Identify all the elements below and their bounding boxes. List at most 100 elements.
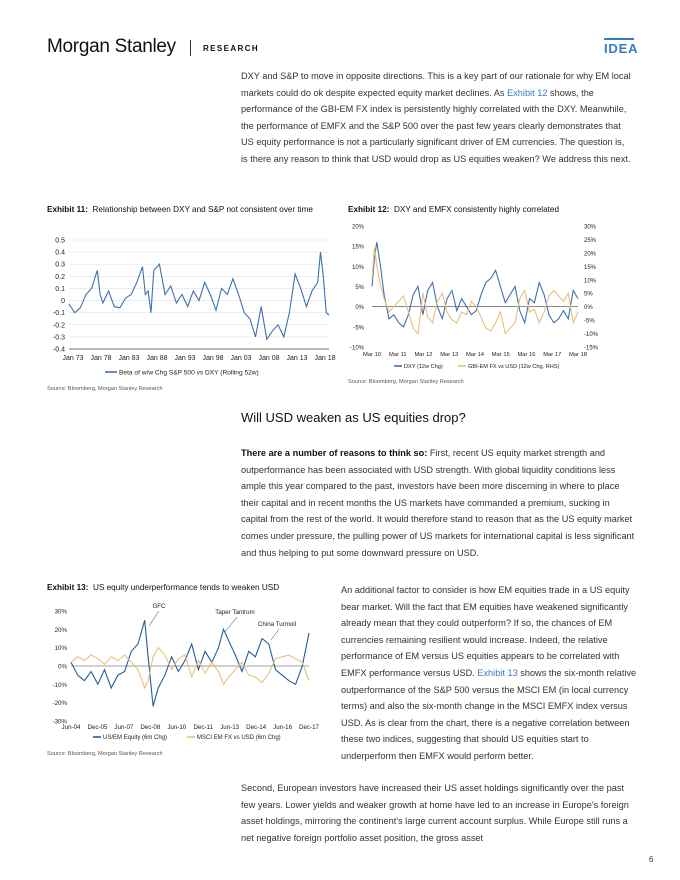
- x-tick-label: Mar 14: [466, 352, 485, 358]
- idea-rule: [604, 38, 634, 40]
- exhibit-13-title: Exhibit 13: US equity underperformance t…: [47, 582, 337, 593]
- series-line-us-em-equity: [70, 620, 310, 707]
- series-line-beta: [68, 252, 330, 341]
- x-tick-label: Dec-11: [193, 724, 213, 731]
- x-tick-label: Jan 03: [230, 355, 251, 362]
- exhibit-13-link[interactable]: Exhibit 13: [477, 667, 518, 678]
- y-right-tick-label: 10%: [584, 278, 597, 284]
- legend-label: US/EM Equity (6m Chg): [103, 735, 167, 741]
- exhibit-11-label: Exhibit 11:: [47, 205, 88, 214]
- x-tick-label: Mar 12: [414, 352, 432, 358]
- exhibit-13-title-text: US equity underperformance tends to weak…: [92, 583, 280, 592]
- x-tick-label: Jan 93: [174, 355, 195, 362]
- y-tick-label: 0.1: [55, 286, 65, 293]
- x-tick-label: Jan 13: [286, 355, 307, 362]
- x-tick-label: Mar 16: [517, 352, 535, 358]
- y-tick-label: 20%: [55, 627, 68, 634]
- series-line-gbi-em-fx: [371, 247, 579, 335]
- exhibit-12-title-text: DXY and EMFX consistently highly correla…: [393, 205, 560, 214]
- annotation-label: GFC: [152, 603, 166, 610]
- y-right-tick-label: -5%: [584, 319, 595, 325]
- x-tick-label: Mar 17: [543, 352, 561, 358]
- x-tick-label: Mar 18: [569, 352, 587, 358]
- y-left-tick-label: -5%: [353, 325, 364, 331]
- x-tick-label: Jun-07: [114, 724, 133, 731]
- page-number: 6: [649, 855, 654, 864]
- idea-tag: IDEA: [604, 41, 639, 56]
- section-heading: Will USD weaken as US equities drop?: [241, 410, 466, 425]
- final-paragraph: Second, European investors have increase…: [241, 783, 629, 843]
- y-right-tick-label: 5%: [584, 292, 593, 298]
- y-left-tick-label: -10%: [350, 346, 365, 352]
- x-tick-label: Jan 88: [146, 355, 167, 362]
- exhibit-11-title-text: Relationship between DXY and S&P not con…: [92, 205, 313, 214]
- exhibit-12-chart: 20% 15% 10% 5% 0% -5% -10% 30% 25% 20% 15% 10% 5% 0% -…: [350, 225, 599, 371]
- y-tick-label: -30%: [53, 719, 68, 726]
- legend-label: DXY (12w Chg): [404, 364, 443, 370]
- x-tick-label: Jun-13: [220, 724, 239, 731]
- y-right-tick-label: 15%: [584, 265, 597, 271]
- annotation-leader: [224, 616, 238, 633]
- x-tick-label: Dec-05: [87, 724, 108, 731]
- exhibit-13-chart: 30% 20% 10% 0% -10% -20% -30%Jun-04 Dec-05 Jun-0…: [53, 603, 320, 741]
- y-tick-label: 0: [61, 298, 65, 305]
- y-left-tick-label: 15%: [352, 245, 365, 251]
- x-tick-label: Jan 18: [314, 355, 335, 362]
- y-tick-label: -10%: [53, 682, 68, 689]
- intro-paragraph: DXY and S&P to move in opposite directio…: [241, 68, 633, 168]
- annotation-leader: [148, 610, 160, 627]
- exhibit-13-label: Exhibit 13:: [47, 583, 89, 592]
- exhibit-11-title: Exhibit 11: Relationship between DXY and…: [47, 204, 327, 215]
- x-tick-label: Dec-17: [299, 724, 320, 731]
- section-label: RESEARCH: [203, 44, 260, 53]
- legend-label-beta: Beta of w/w Chg S&P 500 vs DXY (Rolling …: [119, 370, 259, 377]
- x-tick-label: Jan 78: [90, 355, 111, 362]
- y-tick-label: -0.2: [53, 322, 65, 329]
- exhibit-12-label: Exhibit 12:: [348, 205, 390, 214]
- x-tick-label: Mar 11: [389, 352, 407, 358]
- x-tick-label: Jun-10: [167, 724, 186, 731]
- legend-label: MSCI EM FX vs USD (6m Chg): [197, 735, 281, 741]
- exhibit-13-source: Source: Bloomberg, Morgan Stanley Resear…: [47, 751, 163, 757]
- reasons-paragraph: There are a number of reasons to think s…: [241, 445, 635, 561]
- exhibit-11-source: Source: Bloomberg, Morgan Stanley Resear…: [47, 386, 163, 392]
- y-right-tick-label: 0%: [584, 305, 593, 311]
- y-tick-label: 0.2: [55, 274, 65, 281]
- y-left-tick-label: 5%: [355, 285, 364, 291]
- y-tick-label: -0.4: [53, 347, 65, 354]
- series-line-msci-em-fx: [70, 646, 310, 690]
- side-text-2: shows the six-month relative outperforma…: [341, 667, 637, 761]
- x-tick-label: Jan 08: [258, 355, 279, 362]
- side-text-1: An additional factor to consider is how …: [341, 585, 630, 678]
- annotation-leader: [270, 628, 280, 641]
- x-tick-label: Dec-08: [140, 724, 161, 731]
- annotation-label: China Turmoil: [258, 621, 296, 628]
- y-right-tick-label: -10%: [584, 332, 599, 338]
- y-right-tick-label: 20%: [584, 251, 597, 257]
- y-tick-label: 0%: [58, 664, 67, 671]
- x-tick-label: Jan 73: [62, 355, 83, 362]
- intro-text-1: DXY and S&P to move in opposite directio…: [241, 71, 631, 98]
- header-divider: [190, 40, 191, 56]
- exhibit-12-title: Exhibit 12: DXY and EMFX consistently hi…: [348, 204, 638, 215]
- x-tick-label: Jun-16: [273, 724, 292, 731]
- legend-label: GBI-EM FX vs USD (12w Chg, RHS): [468, 364, 560, 370]
- annotation-label: Taper Tantrum: [215, 609, 254, 616]
- x-tick-label: Mar 10: [363, 352, 381, 358]
- y-left-tick-label: 0%: [355, 305, 364, 311]
- reasons-text: First, recent US equity market strength …: [241, 448, 635, 558]
- y-right-tick-label: -15%: [584, 346, 599, 352]
- exhibit-12-link[interactable]: Exhibit 12: [507, 87, 548, 98]
- intro-text-2: shows, the performance of the GBI-EM FX …: [241, 87, 631, 164]
- x-tick-label: Mar 13: [440, 352, 458, 358]
- series-line-dxy: [371, 242, 579, 328]
- brand-logo: Morgan Stanley: [47, 36, 176, 57]
- y-tick-label: -0.1: [53, 310, 65, 317]
- x-tick-label: Dec-14: [246, 724, 267, 731]
- exhibit-12-source: Source: Bloomberg, Morgan Stanley Resear…: [348, 379, 464, 385]
- y-left-tick-label: 20%: [352, 225, 365, 231]
- x-tick-label: Jun-04: [62, 724, 81, 731]
- x-tick-label: Jan 83: [118, 355, 139, 362]
- y-tick-label: 10%: [55, 645, 68, 652]
